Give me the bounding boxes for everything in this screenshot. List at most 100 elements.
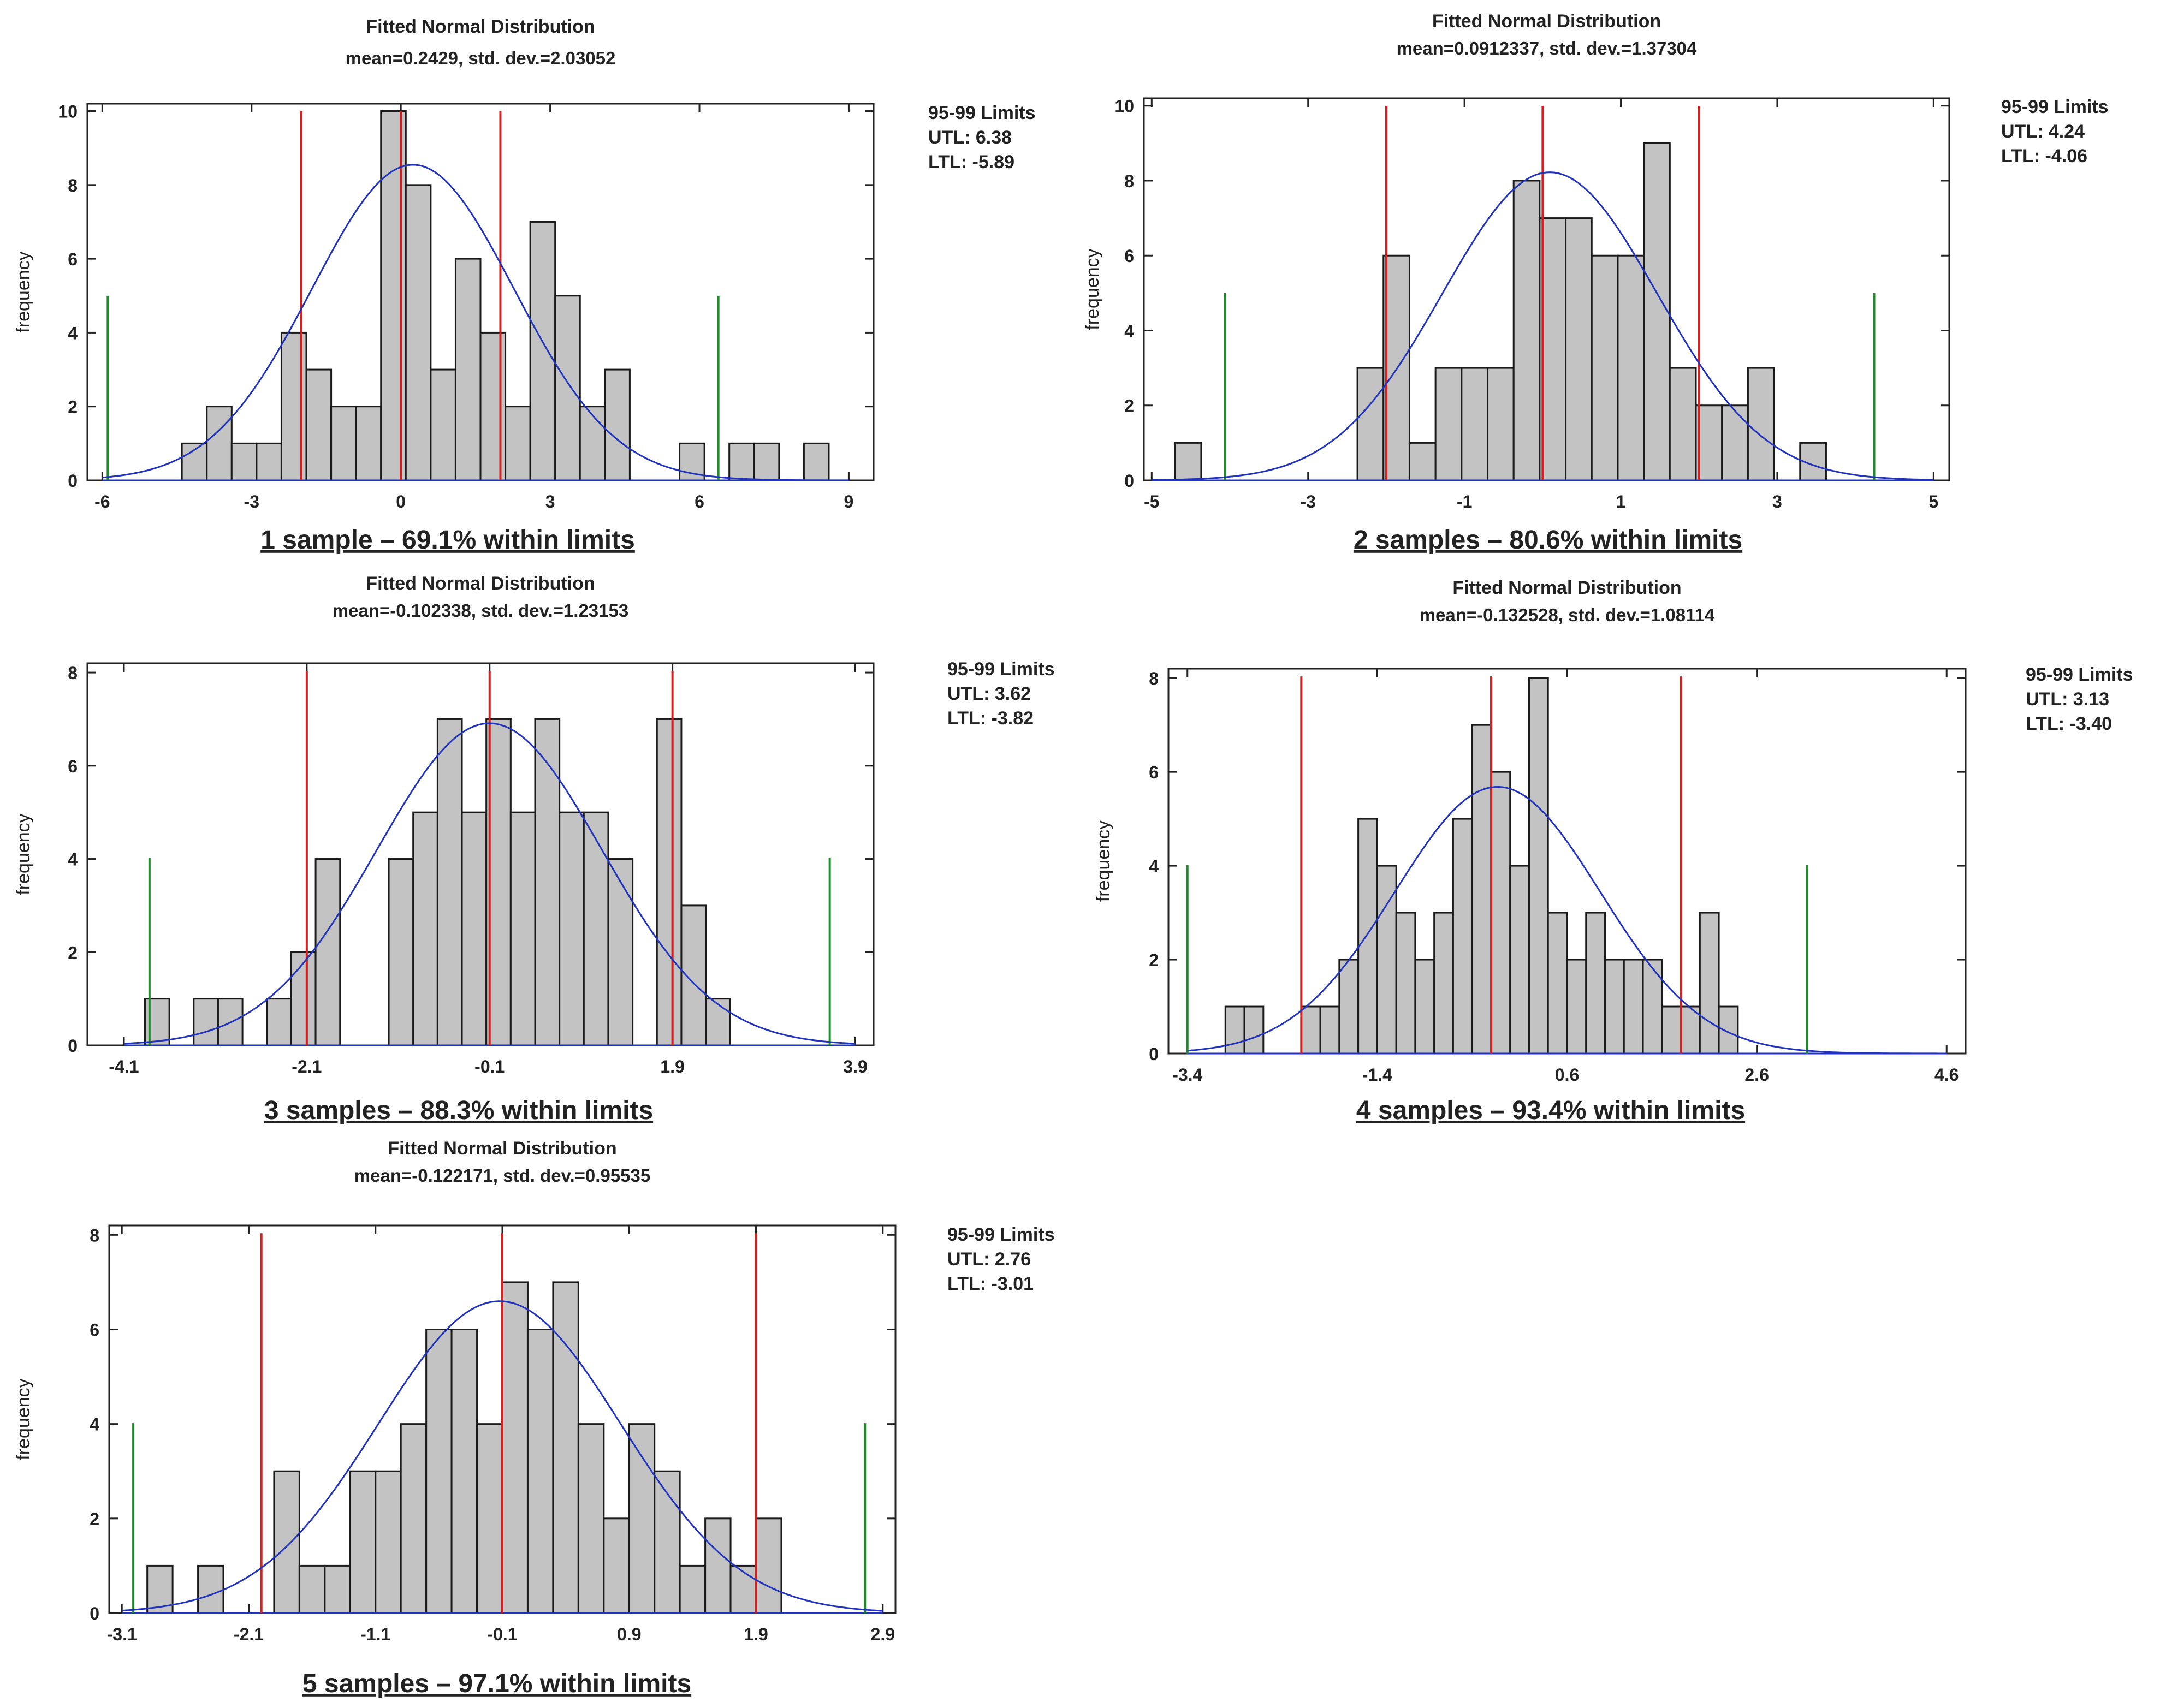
utl-value: UTL: 4.24 xyxy=(2001,121,2085,142)
chart-subtitle: mean=0.2429, std. dev.=2.03052 xyxy=(346,48,616,68)
histogram-bar xyxy=(654,1470,681,1614)
fitted-normal-curve xyxy=(1152,171,1934,481)
histogram-bar xyxy=(1414,959,1435,1055)
y-tick-label: 2 xyxy=(1149,950,1159,970)
ltl-value: LTL: -3.82 xyxy=(947,708,1034,729)
x-tick-label: -5 xyxy=(1144,492,1159,511)
histogram-bar xyxy=(1174,442,1202,481)
histogram-bar xyxy=(479,331,507,481)
histogram-bar xyxy=(803,442,830,481)
x-tick-label: 1.9 xyxy=(744,1624,768,1644)
histogram-bar xyxy=(1300,1005,1321,1055)
panel-caption: 2 samples – 80.6% within limits xyxy=(1354,526,1742,555)
histogram-bar xyxy=(1699,912,1720,1055)
histogram-bar xyxy=(603,1517,630,1614)
histogram-bar xyxy=(509,811,536,1046)
histogram-bar xyxy=(1490,771,1511,1055)
histogram-bar xyxy=(450,1328,478,1614)
histogram-bar xyxy=(1509,865,1530,1055)
histogram-bar xyxy=(1461,367,1489,481)
histogram-bar xyxy=(1434,367,1463,481)
histogram-bar xyxy=(534,718,561,1046)
ltl-value: LTL: -3.40 xyxy=(2026,713,2112,734)
histogram-bar xyxy=(1433,912,1454,1055)
y-tick-label: 8 xyxy=(90,1225,99,1245)
x-tick-label: -3.1 xyxy=(107,1624,137,1644)
histogram-bar xyxy=(1604,959,1625,1055)
chart-subtitle: mean=0.0912337, std. dev.=1.37304 xyxy=(1397,38,1697,58)
chart-subtitle: mean=-0.102338, std. dev.=1.23153 xyxy=(333,600,628,621)
x-tick-label: -1.1 xyxy=(360,1624,390,1644)
histogram-bar xyxy=(607,858,634,1046)
histogram-bar xyxy=(679,1564,707,1614)
fitted-normal-curve xyxy=(123,722,856,1045)
y-tick-label: 2 xyxy=(68,943,78,962)
histogram-bar xyxy=(680,904,707,1046)
ltl-value: LTL: -4.06 xyxy=(2001,146,2087,166)
histogram-bar xyxy=(604,368,631,481)
x-tick-label: 1.9 xyxy=(660,1057,684,1076)
histogram-bar xyxy=(280,331,307,481)
histogram-bar xyxy=(1395,912,1416,1055)
histogram-bar xyxy=(501,1281,529,1614)
y-tick-label: 8 xyxy=(1149,669,1159,688)
limits-title: 95-99 Limits xyxy=(928,103,1036,123)
histogram-bar xyxy=(1512,180,1541,481)
histogram-bar xyxy=(193,998,219,1046)
y-tick-label: 6 xyxy=(90,1320,99,1340)
histogram-bar xyxy=(1566,959,1587,1055)
x-tick-label: 6 xyxy=(695,492,704,511)
x-tick-label: 4.6 xyxy=(1934,1065,1959,1085)
histogram-bar xyxy=(400,1423,428,1614)
y-tick-label: 8 xyxy=(68,663,78,683)
y-tick-label: 4 xyxy=(90,1415,99,1435)
panel-caption: 4 samples – 93.4% within limits xyxy=(1356,1096,1745,1125)
histogram-bar xyxy=(436,718,463,1046)
histogram-bar xyxy=(1376,865,1397,1055)
y-tick-label: 2 xyxy=(1124,396,1134,416)
histogram-bar xyxy=(425,1328,453,1614)
histogram-bar xyxy=(1224,1005,1245,1055)
histogram-bar xyxy=(298,1564,326,1614)
limits-title: 95-99 Limits xyxy=(2001,97,2109,117)
x-tick-label: 2.9 xyxy=(871,1624,895,1644)
panel-caption: 3 samples – 88.3% within limits xyxy=(264,1096,653,1125)
histogram-bar xyxy=(628,1423,656,1614)
histogram-bar xyxy=(1471,724,1492,1055)
x-tick-label: -2.1 xyxy=(234,1624,264,1644)
histogram-bar xyxy=(1408,442,1437,481)
histogram-bar xyxy=(355,406,382,481)
ltl-value: LTL: -5.89 xyxy=(928,152,1014,172)
chart-subtitle: mean=-0.132528, std. dev.=1.08114 xyxy=(1420,605,1715,625)
histogram-bar xyxy=(526,1328,554,1614)
histogram-bar xyxy=(324,1564,351,1614)
histogram-bar xyxy=(412,811,438,1046)
x-tick-label: -3.4 xyxy=(1172,1065,1202,1085)
histogram-bar xyxy=(1623,959,1644,1055)
histogram-bar xyxy=(349,1470,377,1614)
histogram-bar xyxy=(1357,818,1378,1055)
x-tick-label: 9 xyxy=(844,492,854,511)
histogram-bar xyxy=(1487,367,1515,481)
histogram-bar xyxy=(256,442,282,481)
y-tick-label: 6 xyxy=(1149,763,1159,782)
panel-caption: 1 sample – 69.1% within limits xyxy=(260,526,635,555)
histogram-bar xyxy=(1528,677,1549,1055)
y-tick-label: 6 xyxy=(68,249,78,269)
histogram-bar xyxy=(559,811,585,1046)
panel-caption: 5 samples – 97.1% within limits xyxy=(302,1669,691,1698)
x-tick-label: -0.1 xyxy=(487,1624,517,1644)
y-tick-label: 4 xyxy=(68,323,78,343)
histogram-bar xyxy=(529,221,556,481)
histogram-bar xyxy=(729,1564,757,1614)
y-tick-label: 4 xyxy=(68,850,78,870)
x-tick-label: 5 xyxy=(1928,492,1938,511)
y-axis-label: frequency xyxy=(1082,248,1103,330)
utl-value: UTL: 2.76 xyxy=(947,1249,1031,1270)
histogram-bar xyxy=(755,1517,782,1614)
chart-title: Fitted Normal Distribution xyxy=(366,16,595,37)
histogram-panel-4: Fitted Normal Distribution mean=-0.132528… xyxy=(1093,578,2133,1125)
x-tick-label: -6 xyxy=(94,492,110,511)
histogram-bar xyxy=(1356,367,1385,481)
x-tick-label: 3.9 xyxy=(843,1057,867,1076)
